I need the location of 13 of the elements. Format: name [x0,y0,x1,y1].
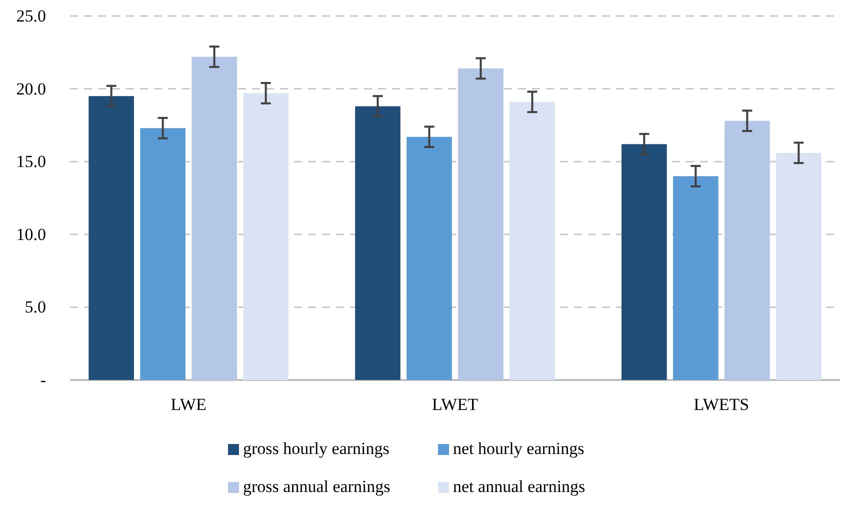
legend-label: net annual earnings [453,477,586,496]
legend-label: gross annual earnings [243,477,390,496]
x-tick-label: LWE [170,395,206,414]
legend-label: gross hourly earnings [243,439,390,458]
y-tick-label: 5.0 [24,298,46,317]
y-tick-label: - [40,370,46,390]
legend-label: net hourly earnings [453,439,584,458]
x-tick-label: LWETS [694,395,750,414]
x-tick-label: LWET [432,395,479,414]
y-tick-label: 20.0 [16,79,46,98]
y-tick-label: 25.0 [16,6,46,26]
y-tick-label: 15.0 [16,152,46,172]
y-tick-label: 10.0 [16,224,46,244]
